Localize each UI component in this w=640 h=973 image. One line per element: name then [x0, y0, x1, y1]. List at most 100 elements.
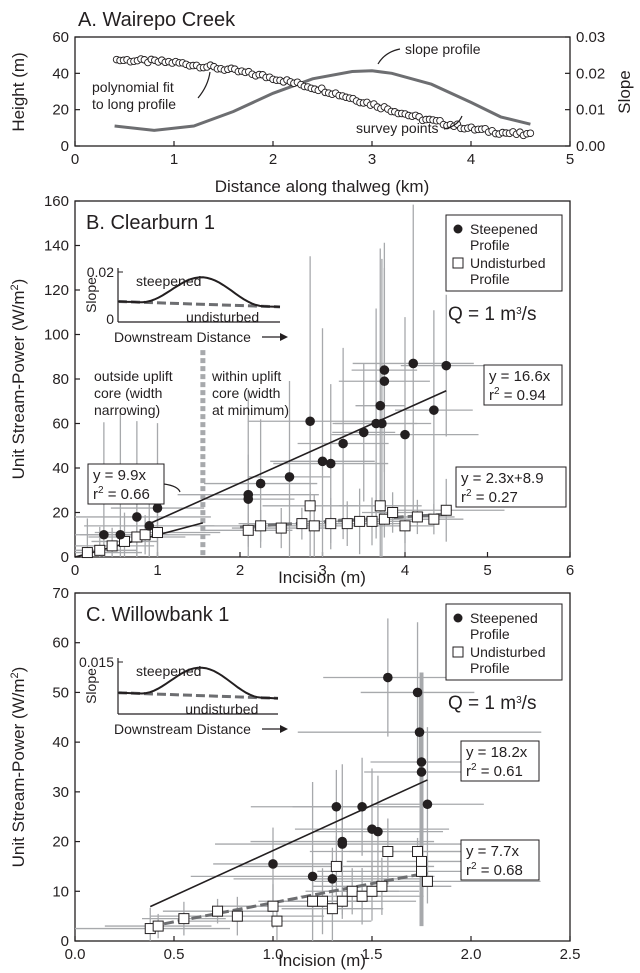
- panel-b-point-steepened: [99, 529, 109, 540]
- panel-b-point-steepened: [429, 405, 439, 415]
- panel-c-point-steepened: [383, 672, 393, 683]
- panel-c-fit-steepened-line: [149, 779, 428, 908]
- panel-b-y-tick-label: 0: [61, 549, 69, 566]
- panel-b-point-steepened: [152, 503, 163, 513]
- panel-c-y-tick-label: 50: [52, 684, 69, 701]
- panel-b-point-steepened: [325, 458, 336, 469]
- panel-b-point-steepened: [132, 512, 142, 522]
- panel-b-inset-xlabel: Downstream Distance: [114, 329, 251, 345]
- panel-b-point-undisturbed: [94, 544, 106, 556]
- panel-b-point-undisturbed: [399, 520, 411, 532]
- panel-a-anno-slope-arrow: [377, 48, 401, 65]
- panel-b-point-undisturbed: [366, 515, 378, 527]
- panel-a-y2-tick-label: 0.03: [576, 29, 605, 46]
- panel-b-legend-label-steepened: Steepened: [470, 221, 538, 237]
- panel-b-legend-marker-steepened: [453, 224, 463, 234]
- panel-b-x-tick-label: 6: [566, 562, 574, 579]
- panel-c-legend-marker-steepened: [453, 613, 463, 623]
- panel-c-point-undisturbed: [421, 875, 433, 887]
- panel-a-anno-fit-1: polynomial fit: [92, 79, 174, 95]
- panel-b-zone-right-1: core (width: [212, 385, 280, 401]
- panel-b-eq-outside-pointer: [163, 483, 181, 493]
- panel-c-legend-box: [445, 603, 563, 681]
- panel-a-survey-point: [526, 129, 535, 137]
- panel-a-ylabel-right: Slope: [615, 70, 634, 113]
- panel-c-point-undisturbed: [336, 895, 348, 907]
- panel-a-anno-survey: survey points: [356, 120, 438, 136]
- panel-a-anno-fit-2: to long profile: [92, 96, 176, 112]
- panel-c-y-tick-label: 60: [52, 635, 69, 652]
- panel-b-eq-outside-r2: r2 = 0.66: [93, 485, 150, 503]
- panel-c-point-undisturbed: [376, 880, 388, 892]
- panel-c-point-steepened: [412, 687, 423, 698]
- panel-c-point-steepened: [327, 874, 338, 884]
- panel-b-inset-label-undisturbed: undisturbed: [186, 309, 259, 325]
- panel-c-point-steepened: [416, 757, 427, 767]
- panel-b-point-undisturbed: [387, 507, 399, 518]
- panel-c-point-steepened: [337, 836, 348, 847]
- panel-b-ylabel: Unit Stream-Power (W/m2): [9, 279, 28, 480]
- panel-b-point-undisturbed: [152, 527, 163, 539]
- panel-b-legend-box: [445, 214, 563, 292]
- panel-a-axes: [74, 36, 571, 147]
- panel-a-slope-curve: [114, 69, 531, 132]
- panel-b-y-tick-label: 120: [44, 282, 69, 299]
- panel-b-legend-marker-undisturbed: [452, 257, 464, 269]
- panel-c-x-tick-label: 1.0: [263, 946, 284, 963]
- panel-c-ylabel: Unit Stream-Power (W/m2): [9, 667, 28, 868]
- panel-c-point-steepened: [307, 871, 318, 882]
- panel-a-x-tick-label: 0: [71, 151, 79, 168]
- panel-b-point-steepened: [305, 416, 315, 427]
- panel-b-zone-left-0: outside uplift: [94, 368, 173, 384]
- panel-c-point-undisturbed: [178, 913, 190, 925]
- panel-b-point-steepened: [379, 365, 390, 375]
- panel-c-point-undisturbed: [416, 855, 427, 867]
- panel-c-point-undisturbed: [330, 860, 342, 872]
- panel-c-point-undisturbed: [317, 895, 328, 907]
- panel-c-legend-label-steepened-2: Profile: [470, 626, 510, 642]
- panel-c-eq-undisturbed-r2: r2 = 0.68: [466, 861, 523, 879]
- panel-c-inset-steepened-curve: [117, 666, 279, 700]
- panel-a-ylabel: Height (m): [9, 52, 28, 131]
- panel-a-anno-slope: slope profile: [405, 41, 481, 57]
- panel-b-point-steepened: [255, 478, 266, 489]
- panel-b-point-steepened: [317, 456, 328, 467]
- panel-a-x-tick-label: 2: [269, 151, 277, 168]
- panel-c-inset-label-steepened: steepened: [136, 663, 201, 679]
- panel-b-zone-left-2: narrowing): [94, 402, 160, 418]
- panel-b-title: B. Clearburn 1: [86, 212, 215, 234]
- panel-a-y-tick-label: 20: [52, 102, 69, 119]
- panel-a-xlabel: Distance along thalweg (km): [215, 177, 429, 196]
- panel-c-eq-undisturbed-box: [460, 839, 540, 881]
- panel-b-y-tick-label: 20: [52, 505, 69, 522]
- panel-c-point-undisturbed: [307, 895, 319, 907]
- panel-c-eq-steepened-r2: r2 = 0.61: [466, 762, 523, 780]
- panel-c-point-undisturbed: [152, 920, 164, 932]
- panel-a-x-tick-label: 1: [170, 151, 178, 168]
- panel-b-legend-label-steepened-2: Profile: [470, 237, 510, 253]
- panel-b-point-undisturbed: [275, 522, 287, 534]
- panel-b-point-undisturbed: [378, 513, 390, 525]
- panel-b-point-undisturbed: [296, 518, 308, 530]
- panel-c-point-steepened: [268, 859, 278, 869]
- panel-b-eq-steepened-equation: y = 16.6x: [489, 368, 551, 385]
- panel-b-legend-label-undisturbed-2: Profile: [470, 271, 510, 287]
- panel-c-point-undisturbed: [416, 865, 427, 877]
- panel-c-x-tick-label: 2.5: [560, 946, 581, 963]
- panel-c-point-undisturbed: [382, 846, 394, 858]
- panel-c-x-tick-label: 0.5: [164, 946, 185, 963]
- panel-b-point-steepened: [115, 529, 126, 540]
- panel-c-point-steepened: [357, 801, 367, 812]
- panel-b-eq-undisturbed-equation: y = 2.3x+8.9: [461, 470, 544, 487]
- panel-b-point-undisturbed: [308, 520, 320, 532]
- panel-b-point-undisturbed: [106, 540, 118, 552]
- panel-b-point-steepened: [441, 360, 452, 371]
- panel-c-inset-ytick-top: 0.015: [79, 654, 114, 670]
- panel-c-x-tick-label: 1.5: [362, 946, 383, 963]
- panel-c-point-undisturbed: [212, 905, 224, 917]
- panel-b-zone-right-0: within uplift: [211, 368, 281, 384]
- panel-b-eq-outside-box: [87, 463, 165, 505]
- panel-c-q-label: Q = 1 m3/s: [448, 693, 536, 714]
- panel-b-y-tick-label: 160: [44, 193, 69, 210]
